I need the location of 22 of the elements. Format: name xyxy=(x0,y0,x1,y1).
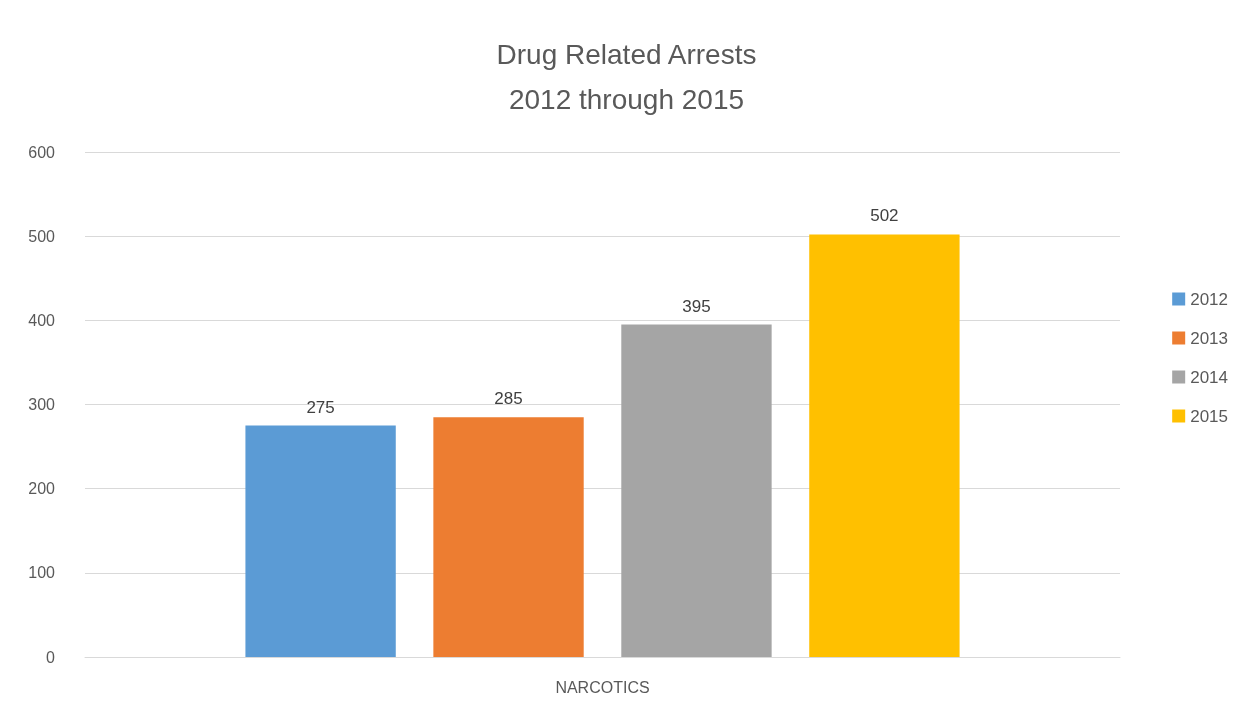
y-tick-label: 200 xyxy=(28,480,56,498)
bar xyxy=(621,324,772,657)
data-label: 285 xyxy=(494,389,523,409)
y-tick-label: 500 xyxy=(28,227,56,245)
legend-label: 2015 xyxy=(1190,406,1229,426)
data-label: 395 xyxy=(682,296,711,316)
legend-label: 2012 xyxy=(1190,289,1229,309)
y-tick-label: 600 xyxy=(28,143,56,161)
data-label: 275 xyxy=(306,397,335,417)
y-tick-label: 400 xyxy=(28,311,56,329)
data-label: 502 xyxy=(870,206,899,226)
bar xyxy=(245,425,396,657)
legend-label: 2013 xyxy=(1190,328,1229,348)
y-tick-label: 300 xyxy=(28,396,56,413)
chart-subtitle: 2012 through 2015 xyxy=(508,83,745,115)
x-tick-label: NARCOTICS xyxy=(555,678,650,696)
legend-label: 2014 xyxy=(1190,367,1229,387)
chart-title: Drug Related Arrests xyxy=(496,38,757,70)
bar xyxy=(433,417,584,657)
y-tick-label: 0 xyxy=(46,648,56,666)
y-tick-label: 100 xyxy=(28,564,56,582)
bar xyxy=(809,234,960,657)
